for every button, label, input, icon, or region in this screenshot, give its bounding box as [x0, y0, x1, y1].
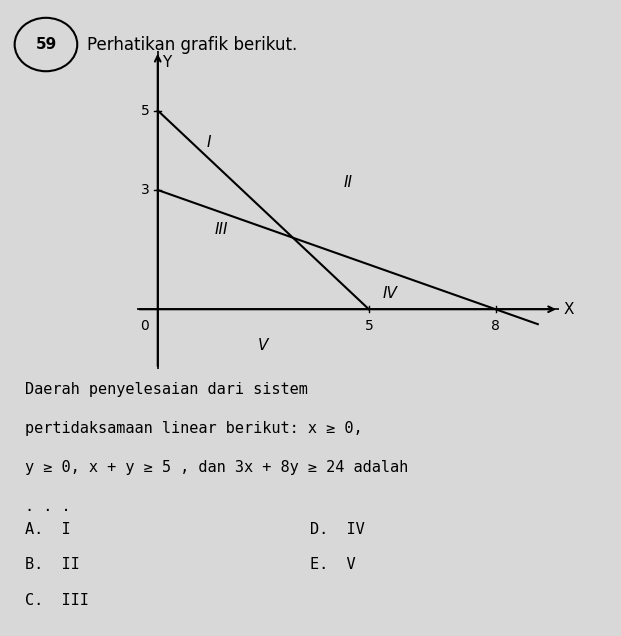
Text: 5: 5	[140, 104, 149, 118]
Text: D.  IV: D. IV	[310, 522, 365, 537]
Text: . . .: . . .	[25, 499, 70, 514]
Text: 8: 8	[491, 319, 500, 333]
Text: y ≥ 0, x + y ≥ 5 , dan 3x + 8y ≥ 24 adalah: y ≥ 0, x + y ≥ 5 , dan 3x + 8y ≥ 24 adal…	[25, 460, 408, 475]
Text: 0: 0	[140, 319, 149, 333]
Text: V: V	[258, 338, 268, 352]
Text: I: I	[206, 135, 211, 150]
Text: Perhatikan grafik berikut.: Perhatikan grafik berikut.	[87, 36, 297, 53]
Text: pertidaksamaan linear berikut: x ≥ 0,: pertidaksamaan linear berikut: x ≥ 0,	[25, 421, 363, 436]
Text: II: II	[343, 174, 352, 190]
Text: III: III	[214, 222, 228, 237]
Text: 3: 3	[140, 183, 149, 197]
Text: B.  II: B. II	[25, 557, 79, 572]
Text: E.  V: E. V	[310, 557, 356, 572]
Text: Daerah penyelesaian dari sistem: Daerah penyelesaian dari sistem	[25, 382, 308, 397]
Text: A.  I: A. I	[25, 522, 70, 537]
Text: IV: IV	[383, 286, 397, 301]
Text: 59: 59	[35, 37, 57, 52]
Text: Y: Y	[162, 55, 171, 70]
Text: X: X	[563, 301, 574, 317]
Text: 5: 5	[365, 319, 373, 333]
Text: C.  III: C. III	[25, 593, 89, 608]
